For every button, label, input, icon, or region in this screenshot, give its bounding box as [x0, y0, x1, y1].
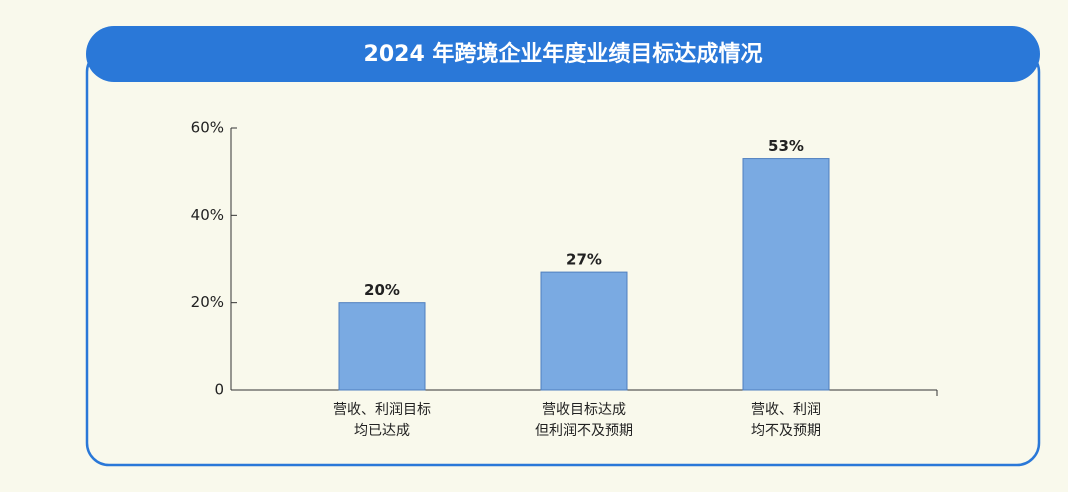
- y-tick-label: 40%: [191, 206, 224, 224]
- data-label: 20%: [364, 281, 400, 299]
- bar: [338, 302, 426, 391]
- data-label: 27%: [566, 251, 602, 269]
- y-tick-label: 20%: [191, 293, 224, 311]
- x-tick-label: 营收、利润: [751, 402, 821, 418]
- chart-title: 2024 年跨境企业年度业绩目标达成情况: [364, 41, 763, 67]
- x-tick-label: 营收、利润目标: [333, 402, 431, 418]
- x-tick-label: 营收目标达成: [542, 402, 626, 418]
- x-tick-label: 均不及预期: [751, 423, 821, 439]
- data-label: 53%: [768, 137, 804, 155]
- y-tick-label: 60%: [191, 119, 224, 137]
- title-banner: [86, 26, 1040, 82]
- y-tick-label: 0: [214, 381, 224, 399]
- x-tick-label: 但利润不及预期: [535, 423, 633, 439]
- bar: [742, 158, 830, 391]
- x-tick-label: 均已达成: [354, 423, 410, 439]
- bar: [540, 271, 628, 391]
